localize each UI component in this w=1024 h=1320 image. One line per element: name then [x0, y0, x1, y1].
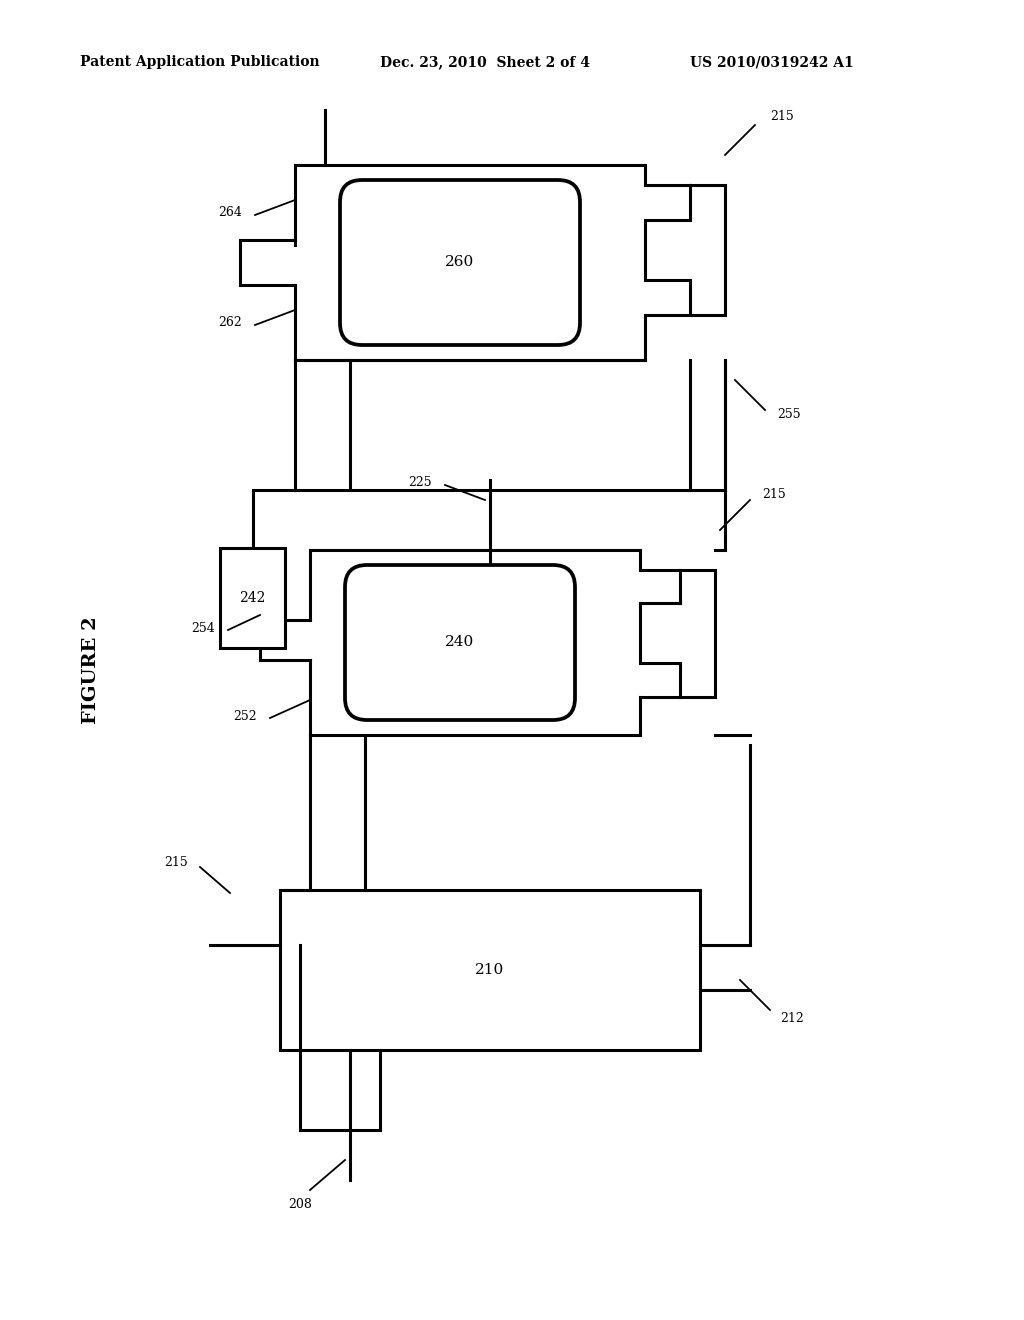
- FancyBboxPatch shape: [345, 565, 575, 719]
- Text: 215: 215: [762, 487, 785, 500]
- Text: US 2010/0319242 A1: US 2010/0319242 A1: [690, 55, 854, 69]
- Text: Dec. 23, 2010  Sheet 2 of 4: Dec. 23, 2010 Sheet 2 of 4: [380, 55, 590, 69]
- Text: 225: 225: [409, 475, 432, 488]
- Text: 215: 215: [164, 855, 188, 869]
- Text: 215: 215: [770, 111, 794, 124]
- Text: Patent Application Publication: Patent Application Publication: [80, 55, 319, 69]
- Bar: [280, 890, 700, 1049]
- Text: 242: 242: [240, 591, 265, 605]
- Text: FIGURE 2: FIGURE 2: [82, 616, 100, 723]
- Text: 208: 208: [288, 1199, 312, 1210]
- Text: 264: 264: [218, 206, 242, 219]
- Text: 262: 262: [218, 317, 242, 330]
- Text: 254: 254: [191, 622, 215, 635]
- Text: 255: 255: [777, 408, 801, 421]
- Text: 260: 260: [445, 256, 475, 269]
- Text: 240: 240: [445, 635, 475, 649]
- Text: 212: 212: [780, 1011, 804, 1024]
- Bar: [220, 548, 285, 648]
- FancyBboxPatch shape: [340, 180, 580, 345]
- Text: 252: 252: [233, 710, 257, 722]
- Text: 210: 210: [475, 964, 505, 977]
